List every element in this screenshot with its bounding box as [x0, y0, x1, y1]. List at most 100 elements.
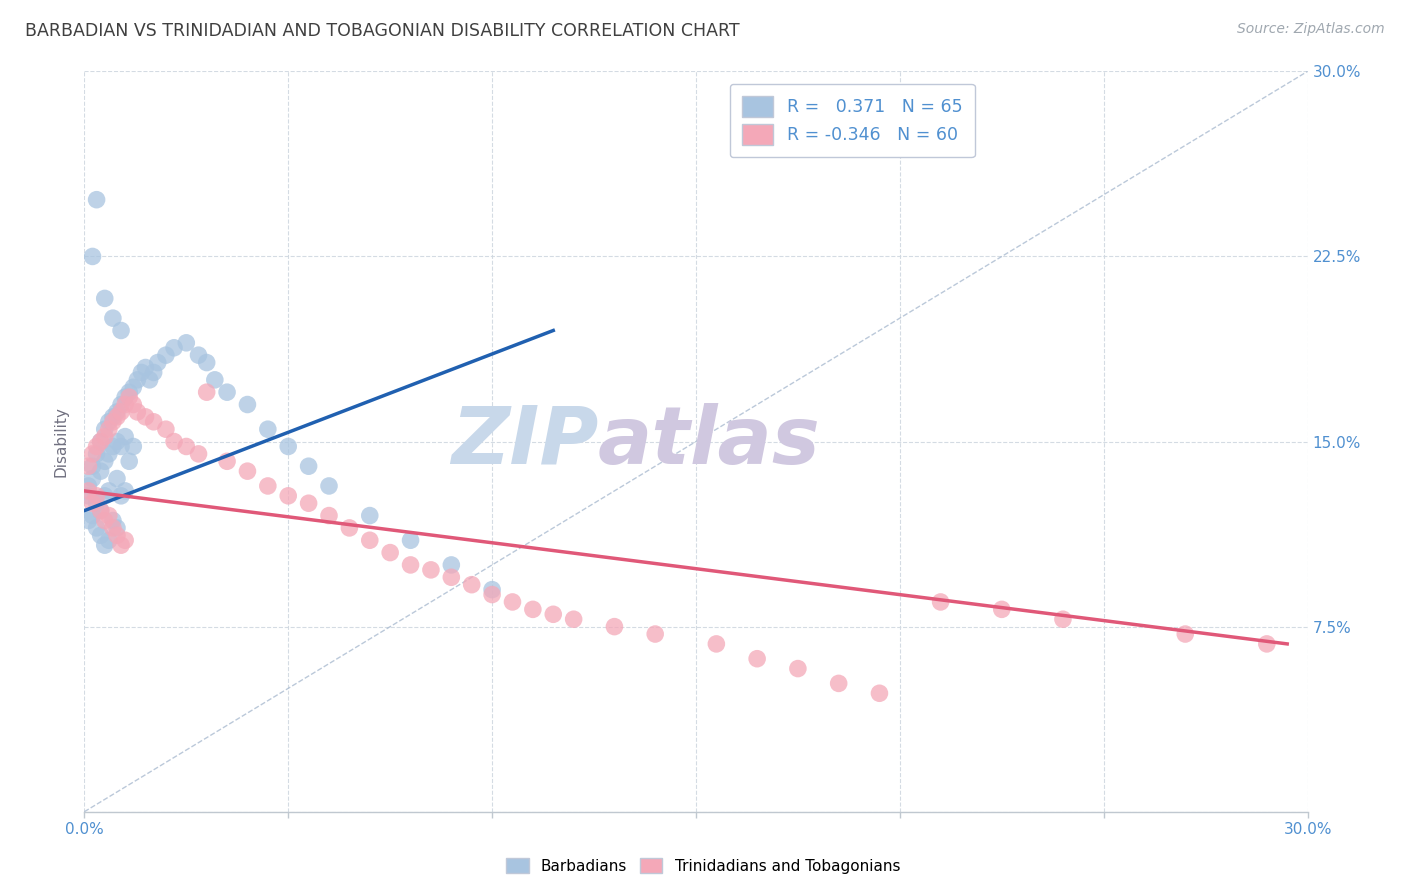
Point — [461, 577, 484, 591]
Point — [86, 521, 108, 535]
Point — [187, 348, 209, 362]
Point — [114, 533, 136, 548]
Point — [522, 602, 544, 616]
Point — [114, 483, 136, 498]
Point — [86, 193, 108, 207]
Point — [828, 676, 851, 690]
Legend: Barbadians, Trinidadians and Tobagonians: Barbadians, Trinidadians and Tobagonians — [499, 852, 907, 880]
Point — [90, 434, 112, 449]
Text: atlas: atlas — [598, 402, 821, 481]
Point — [114, 390, 136, 404]
Point — [440, 558, 463, 572]
Point — [110, 440, 132, 454]
Point — [97, 422, 120, 436]
Point — [155, 422, 177, 436]
Point — [318, 508, 340, 523]
Point — [101, 409, 124, 424]
Point — [77, 479, 100, 493]
Point — [93, 514, 115, 528]
Point — [502, 595, 524, 609]
Point — [399, 533, 422, 548]
Point — [97, 483, 120, 498]
Point — [236, 464, 259, 478]
Point — [77, 483, 100, 498]
Point — [122, 380, 145, 394]
Point — [359, 533, 381, 548]
Point — [82, 249, 104, 264]
Point — [90, 503, 112, 517]
Point — [298, 496, 321, 510]
Point — [114, 429, 136, 443]
Point — [118, 390, 141, 404]
Point — [90, 528, 112, 542]
Point — [339, 521, 361, 535]
Point — [543, 607, 565, 622]
Text: Source: ZipAtlas.com: Source: ZipAtlas.com — [1237, 22, 1385, 37]
Point — [131, 366, 153, 380]
Point — [929, 595, 952, 609]
Point — [603, 619, 626, 633]
Point — [97, 533, 120, 548]
Point — [399, 558, 422, 572]
Point — [101, 311, 124, 326]
Point — [105, 521, 128, 535]
Point — [82, 447, 104, 461]
Point — [110, 324, 132, 338]
Point — [90, 434, 112, 449]
Point — [135, 360, 157, 375]
Point — [163, 341, 186, 355]
Point — [86, 447, 108, 461]
Point — [481, 582, 503, 597]
Point — [236, 398, 259, 412]
Point — [77, 514, 100, 528]
Point — [90, 464, 112, 478]
Point — [440, 570, 463, 584]
Point — [105, 471, 128, 485]
Point — [155, 348, 177, 362]
Point — [146, 355, 169, 369]
Point — [562, 612, 585, 626]
Point — [110, 398, 132, 412]
Point — [359, 508, 381, 523]
Point — [114, 398, 136, 412]
Point — [142, 415, 165, 429]
Point — [122, 398, 145, 412]
Point — [86, 489, 108, 503]
Point — [1052, 612, 1074, 626]
Point — [105, 409, 128, 424]
Point — [174, 335, 197, 350]
Point — [298, 459, 321, 474]
Point — [118, 385, 141, 400]
Point — [217, 385, 239, 400]
Point — [257, 479, 280, 493]
Point — [257, 422, 280, 436]
Point — [135, 409, 157, 424]
Point — [101, 440, 124, 454]
Point — [101, 521, 124, 535]
Point — [97, 447, 120, 461]
Point — [277, 440, 299, 454]
Point — [82, 496, 104, 510]
Point — [420, 563, 443, 577]
Point — [86, 496, 108, 510]
Point — [187, 447, 209, 461]
Point — [644, 627, 666, 641]
Point — [380, 546, 402, 560]
Point — [93, 422, 115, 436]
Point — [90, 503, 112, 517]
Point — [787, 662, 810, 676]
Point — [991, 602, 1014, 616]
Point — [77, 489, 100, 503]
Point — [105, 434, 128, 449]
Point — [105, 405, 128, 419]
Point — [127, 373, 149, 387]
Point — [82, 508, 104, 523]
Point — [318, 479, 340, 493]
Text: ZIP: ZIP — [451, 402, 598, 481]
Point — [101, 415, 124, 429]
Point — [1174, 627, 1197, 641]
Point — [110, 538, 132, 552]
Point — [163, 434, 186, 449]
Point — [869, 686, 891, 700]
Legend: R =   0.371   N = 65, R = -0.346   N = 60: R = 0.371 N = 65, R = -0.346 N = 60 — [730, 84, 974, 157]
